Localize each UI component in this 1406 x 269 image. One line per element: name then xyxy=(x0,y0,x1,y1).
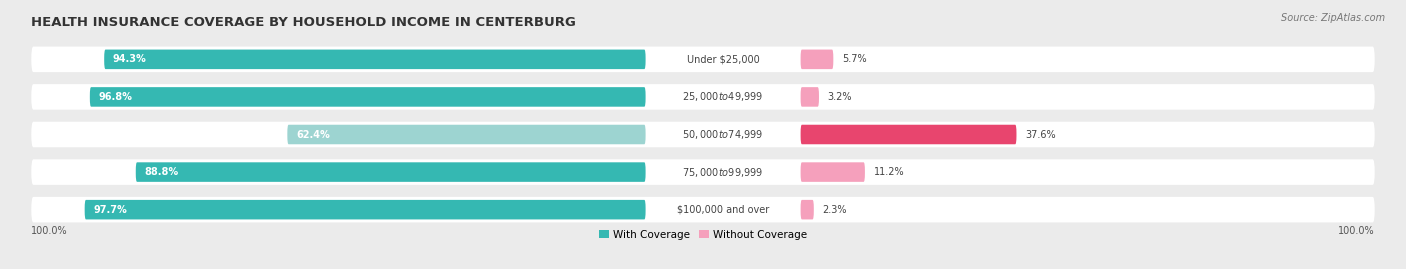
Text: $100,000 and over: $100,000 and over xyxy=(676,205,769,215)
Legend: With Coverage, Without Coverage: With Coverage, Without Coverage xyxy=(595,225,811,244)
FancyBboxPatch shape xyxy=(31,47,1375,72)
Text: 5.7%: 5.7% xyxy=(842,54,866,64)
FancyBboxPatch shape xyxy=(800,49,834,69)
Text: Source: ZipAtlas.com: Source: ZipAtlas.com xyxy=(1281,13,1385,23)
Text: 96.8%: 96.8% xyxy=(98,92,132,102)
Text: 97.7%: 97.7% xyxy=(93,205,127,215)
FancyBboxPatch shape xyxy=(800,200,814,220)
FancyBboxPatch shape xyxy=(31,197,1375,222)
Text: 94.3%: 94.3% xyxy=(112,54,146,64)
FancyBboxPatch shape xyxy=(800,162,865,182)
Text: Under $25,000: Under $25,000 xyxy=(686,54,759,64)
Text: 100.0%: 100.0% xyxy=(1339,226,1375,236)
Text: 3.2%: 3.2% xyxy=(828,92,852,102)
Text: 62.4%: 62.4% xyxy=(295,129,329,140)
FancyBboxPatch shape xyxy=(800,87,818,107)
FancyBboxPatch shape xyxy=(31,84,1375,110)
Text: 2.3%: 2.3% xyxy=(823,205,846,215)
Text: $25,000 to $49,999: $25,000 to $49,999 xyxy=(682,90,763,103)
FancyBboxPatch shape xyxy=(90,87,645,107)
Text: HEALTH INSURANCE COVERAGE BY HOUSEHOLD INCOME IN CENTERBURG: HEALTH INSURANCE COVERAGE BY HOUSEHOLD I… xyxy=(31,16,576,29)
FancyBboxPatch shape xyxy=(800,125,1017,144)
Text: $50,000 to $74,999: $50,000 to $74,999 xyxy=(682,128,763,141)
FancyBboxPatch shape xyxy=(287,125,645,144)
FancyBboxPatch shape xyxy=(31,159,1375,185)
Text: 100.0%: 100.0% xyxy=(31,226,67,236)
Text: $75,000 to $99,999: $75,000 to $99,999 xyxy=(682,166,763,179)
Text: 11.2%: 11.2% xyxy=(873,167,904,177)
FancyBboxPatch shape xyxy=(84,200,645,220)
FancyBboxPatch shape xyxy=(136,162,645,182)
FancyBboxPatch shape xyxy=(104,49,645,69)
Text: 88.8%: 88.8% xyxy=(145,167,179,177)
Text: 37.6%: 37.6% xyxy=(1025,129,1056,140)
FancyBboxPatch shape xyxy=(31,122,1375,147)
